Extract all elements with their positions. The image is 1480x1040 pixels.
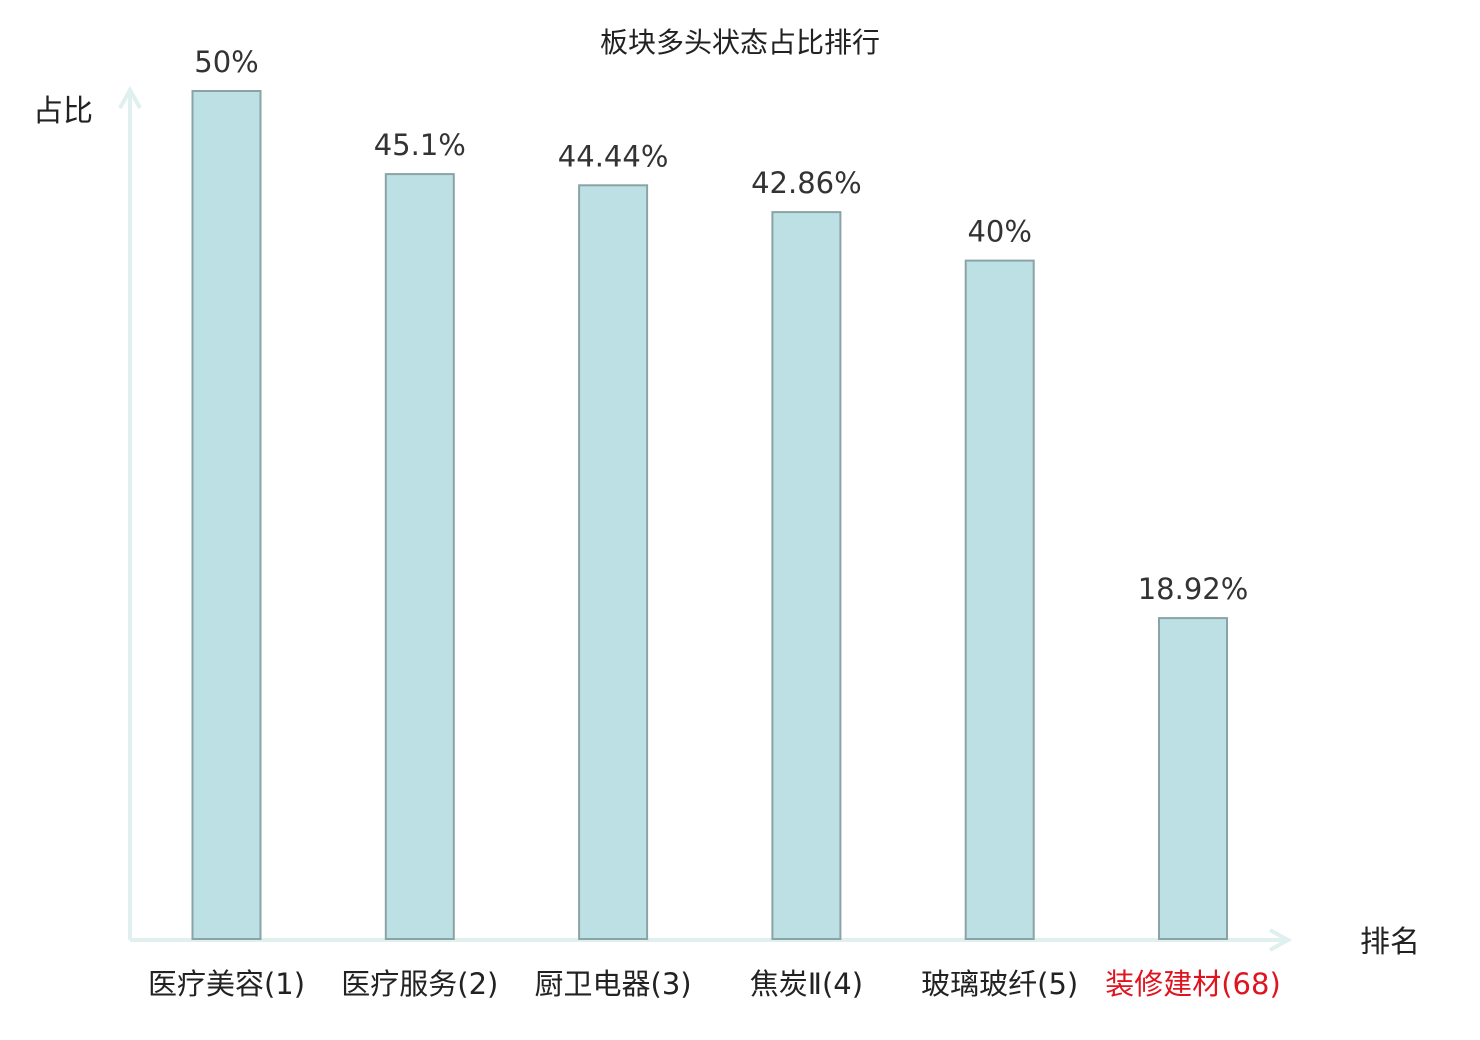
category-tick-label: 医疗服务(2) — [341, 967, 498, 1001]
x-axis-arrowhead — [1269, 928, 1293, 952]
bar-value-label: 44.44% — [558, 139, 669, 173]
bar — [384, 173, 455, 941]
bar — [578, 184, 649, 941]
category-tick-label: 玻璃玻纤(5) — [921, 967, 1078, 1001]
bar-value-label: 50% — [194, 45, 258, 79]
y-axis-arrowhead — [118, 85, 142, 109]
value-labels-group: 50% 45.1% 44.44% 42.86% 40% 18.92% — [194, 45, 1248, 606]
y-axis-label: 占比 — [33, 94, 93, 129]
bar — [1158, 617, 1228, 940]
category-tick-label: 医疗美容(1) — [148, 967, 305, 1001]
category-tick-label: 厨卫电器(3) — [535, 967, 692, 1001]
chart-title: 板块多头状态占比排行 — [600, 26, 880, 59]
category-tick-label: 焦炭Ⅱ(4) — [750, 967, 863, 1001]
x-axis-label: 排名 — [1360, 925, 1420, 960]
bar — [964, 259, 1035, 941]
category-tick-label: 装修建材(68) — [1105, 967, 1281, 1001]
bar-value-label: 42.86% — [751, 166, 862, 200]
bars-group — [191, 90, 1228, 941]
category-labels-group: 医疗美容(1) 医疗服务(2) 厨卫电器(3) 焦炭Ⅱ(4) 玻璃玻纤(5) 装修建材(6… — [148, 967, 1281, 1001]
bar-value-label: 40% — [967, 215, 1031, 249]
bar-value-label: 45.1% — [374, 128, 466, 162]
bar — [771, 211, 842, 941]
bar — [191, 90, 262, 940]
bar-value-label: 18.92% — [1138, 572, 1249, 606]
